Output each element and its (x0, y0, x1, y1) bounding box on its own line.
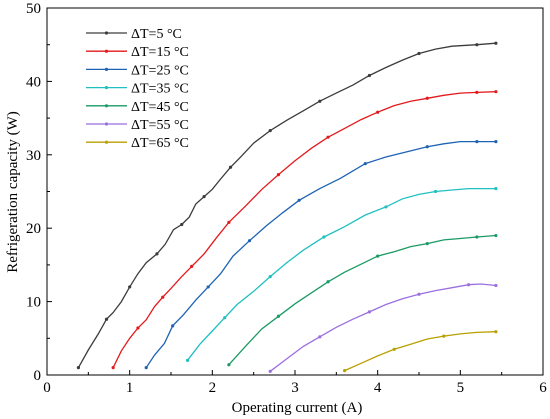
x-tick-label: 3 (291, 380, 299, 396)
data-point (363, 162, 367, 166)
y-tick-label: 20 (26, 221, 41, 237)
data-point (185, 358, 190, 362)
data-point (326, 135, 330, 139)
data-point (475, 139, 479, 144)
data-point (297, 198, 301, 202)
plot-area (76, 41, 498, 373)
data-point (442, 334, 446, 338)
data-point (171, 324, 175, 328)
data-point (417, 51, 421, 56)
series-line-1 (112, 91, 496, 368)
legend-marker-2 (104, 67, 109, 71)
data-point (494, 90, 498, 94)
series-line-6 (344, 331, 496, 372)
data-point (376, 110, 380, 114)
legend-label: ΔT=65 °C (131, 136, 189, 151)
data-point (343, 368, 347, 373)
data-point (136, 326, 140, 330)
legend-marker-3 (104, 86, 109, 90)
data-point (276, 173, 281, 177)
data-point (128, 285, 132, 289)
legend: ΔT=5 °C ΔT=15 °C ΔT=25 °C ΔT=35 °C ΔT=45 °C Δ… (86, 27, 189, 151)
data-point (494, 283, 498, 288)
data-point (190, 264, 194, 268)
data-point (268, 275, 272, 279)
data-point (417, 292, 421, 296)
x-tick-label: 6 (539, 380, 547, 396)
data-point (475, 235, 479, 239)
data-point (247, 239, 252, 243)
legend-label: ΔT=15 °C (131, 45, 189, 60)
x-tick-label: 1 (126, 380, 134, 396)
data-point (367, 73, 371, 78)
legend-label: ΔT=45 °C (131, 100, 189, 115)
series-line-2 (145, 140, 496, 369)
data-point (155, 252, 159, 256)
data-point (268, 369, 272, 373)
axes: 0 1 2 3 4 5 6 0 10 20 30 40 50 (26, 1, 547, 396)
data-point (494, 330, 498, 334)
data-point (202, 195, 206, 199)
legend-marker-0 (104, 31, 109, 35)
legend-marker-1 (104, 49, 109, 53)
data-point (376, 254, 380, 258)
plot-frame (46, 7, 544, 376)
data-point (475, 43, 479, 47)
data-point (161, 295, 165, 299)
series-line-5 (269, 283, 496, 372)
legend-marker-4 (104, 104, 109, 108)
legend-label: ΔT=25 °C (131, 63, 189, 78)
data-point (223, 316, 227, 320)
data-point (228, 165, 233, 169)
data-point (425, 242, 429, 246)
data-point (276, 314, 281, 318)
data-point (384, 205, 388, 209)
x-axis-label: Operating current (A) (232, 400, 363, 416)
data-point (494, 41, 498, 45)
data-point (425, 145, 429, 149)
data-point (326, 280, 330, 284)
x-tick-label: 0 (43, 380, 51, 396)
data-point (227, 220, 231, 224)
data-point (433, 189, 438, 194)
data-point (367, 310, 371, 314)
y-tick-label: 0 (34, 368, 42, 384)
legend-marker-5 (104, 122, 109, 126)
data-point (392, 347, 396, 351)
data-point (144, 366, 148, 370)
data-point (268, 128, 272, 133)
y-tick-label: 40 (26, 74, 41, 90)
data-point (318, 99, 322, 103)
data-point (494, 233, 498, 238)
data-point (475, 90, 479, 95)
data-point (76, 366, 81, 370)
y-axis-label: Refrigeration capacity (W) (5, 111, 21, 273)
x-tick-label: 4 (374, 380, 382, 396)
x-tick-label: 5 (457, 380, 465, 396)
y-tick-label: 30 (26, 148, 41, 164)
data-point (206, 285, 210, 289)
data-point (494, 186, 498, 191)
x-tick-label: 2 (209, 380, 217, 396)
data-point (104, 317, 109, 321)
series-line-0 (77, 42, 496, 369)
y-tick-label: 10 (26, 295, 41, 311)
data-point (467, 283, 471, 287)
data-point (322, 235, 326, 239)
data-point (425, 96, 429, 100)
data-point (180, 222, 184, 227)
series-line-4 (228, 234, 496, 366)
data-point (318, 335, 322, 339)
data-point (227, 363, 231, 367)
data-point (111, 366, 115, 370)
legend-label: ΔT=5 °C (131, 27, 182, 42)
y-tick-label: 50 (26, 1, 41, 17)
legend-label: ΔT=35 °C (131, 82, 189, 97)
data-point (494, 139, 498, 144)
legend-label: ΔT=55 °C (131, 118, 189, 133)
legend-marker-6 (104, 140, 109, 144)
